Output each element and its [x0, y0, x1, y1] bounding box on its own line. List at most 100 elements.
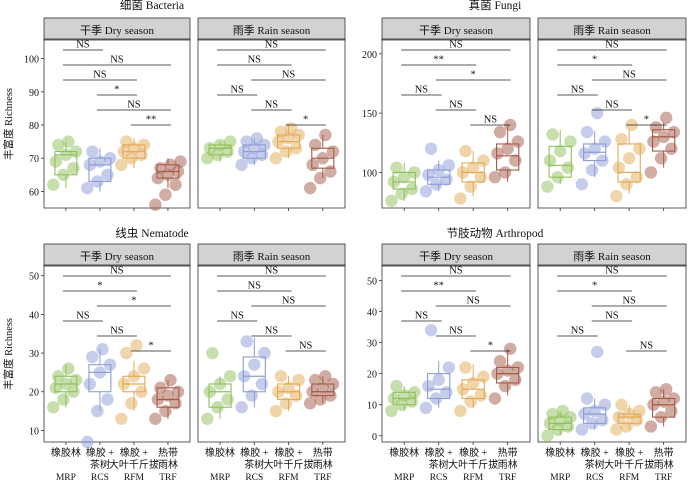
- data-point: [588, 142, 601, 155]
- box-RFM: [610, 398, 646, 436]
- data-point: [101, 168, 114, 181]
- x-category-en: RFM: [619, 473, 640, 483]
- season-label: 干季 Dry season: [80, 24, 154, 37]
- sig-label: *: [131, 296, 136, 307]
- sig-label: NS: [449, 326, 463, 337]
- sig-label: NS: [640, 341, 654, 352]
- data-point: [52, 370, 65, 383]
- x-category-en: RCS: [430, 473, 448, 483]
- season-label: 雨季 Rain season: [233, 24, 311, 37]
- data-point: [649, 386, 663, 399]
- data-point: [292, 373, 305, 387]
- box-TRF: [149, 155, 187, 211]
- data-point: [308, 373, 322, 387]
- box-RCS: [575, 345, 612, 436]
- sig-label: NS: [449, 266, 463, 277]
- data-point: [491, 367, 504, 380]
- plot-frame: [197, 264, 346, 443]
- x-category-cn: 大叶千斤拔: [448, 458, 498, 471]
- data-point: [546, 407, 559, 421]
- data-point: [610, 189, 623, 203]
- data-point: [591, 345, 604, 359]
- data-point: [201, 152, 214, 165]
- data-point: [235, 158, 248, 172]
- sig-label: *: [592, 55, 597, 66]
- season-strip: [381, 17, 531, 41]
- data-point: [556, 404, 569, 418]
- data-point: [585, 417, 599, 430]
- data-point: [474, 389, 488, 402]
- box-TRF: [488, 118, 525, 184]
- box-TRF: [644, 111, 681, 179]
- x-category-cn: 橡胶 +: [615, 446, 643, 459]
- data-point: [477, 370, 490, 383]
- data-point: [81, 181, 94, 195]
- y-tick-label: 50: [367, 276, 377, 287]
- data-point: [667, 392, 681, 405]
- sig-label: NS: [449, 40, 463, 51]
- box-RFM: [115, 135, 151, 172]
- data-point: [477, 154, 490, 167]
- data-point: [474, 170, 488, 184]
- y-tick-label: 100: [362, 168, 377, 179]
- box-TRF: [488, 342, 525, 405]
- data-point: [137, 362, 151, 375]
- x-category-en: MRP: [394, 473, 414, 483]
- sig-label: NS: [605, 100, 619, 111]
- x-category-en: RCS: [245, 473, 263, 483]
- box-MRP: [201, 346, 237, 425]
- data-point: [47, 401, 60, 414]
- season-strip: [381, 243, 531, 267]
- plot-frame: [43, 264, 191, 443]
- y-tick-label: 40: [367, 308, 377, 319]
- data-point: [385, 194, 398, 208]
- season-strip: [43, 243, 191, 267]
- data-point: [387, 175, 401, 189]
- x-category-cn: 橡胶林: [205, 446, 235, 459]
- data-point: [511, 361, 525, 374]
- box-MRP: [541, 404, 577, 442]
- data-point: [660, 382, 673, 396]
- data-point: [419, 185, 433, 198]
- data-point: [620, 420, 633, 433]
- box-RCS: [235, 132, 271, 172]
- data-point: [319, 370, 332, 383]
- y-tick-label: 150: [362, 109, 377, 120]
- data-point: [151, 171, 165, 185]
- x-category-en: RCS: [586, 473, 604, 483]
- x-category-cn: 雨林: [498, 458, 518, 471]
- sig-label: NS: [248, 55, 262, 66]
- season-label: 雨季 Rain season: [573, 24, 651, 37]
- data-point: [308, 138, 322, 152]
- data-point: [464, 395, 477, 408]
- panel-dry: 干季 Dry season 10 20 30 40 50 NS * * NS NS *: [29, 243, 191, 449]
- data-point: [442, 361, 456, 374]
- data-point: [612, 161, 626, 174]
- box-MRP: [385, 161, 421, 208]
- data-point: [316, 381, 330, 395]
- sig-label: *: [114, 85, 119, 96]
- plot-frame: [381, 38, 531, 209]
- data-point: [493, 355, 507, 368]
- data-point: [130, 339, 143, 352]
- sig-label: NS: [110, 55, 124, 66]
- box-RFM: [610, 118, 646, 203]
- data-point: [127, 370, 141, 383]
- data-point: [622, 407, 636, 421]
- data-point: [454, 404, 467, 418]
- data-point: [57, 168, 70, 181]
- x-category-cn: 热带: [313, 446, 333, 459]
- sig-label: NS: [110, 326, 124, 337]
- chart-3: 节肢动物 Arthropod 干季 Dry season 0 10 20 30 40 50 NS…: [367, 226, 687, 445]
- x-category-cn: 雨林: [158, 458, 178, 471]
- data-point: [440, 173, 453, 186]
- data-point: [660, 111, 673, 125]
- data-point: [248, 358, 261, 371]
- data-point: [289, 389, 303, 402]
- data-point: [161, 389, 175, 402]
- data-point: [115, 158, 128, 172]
- season-label: 干季 Dry season: [419, 24, 493, 37]
- box-RCS: [81, 343, 117, 449]
